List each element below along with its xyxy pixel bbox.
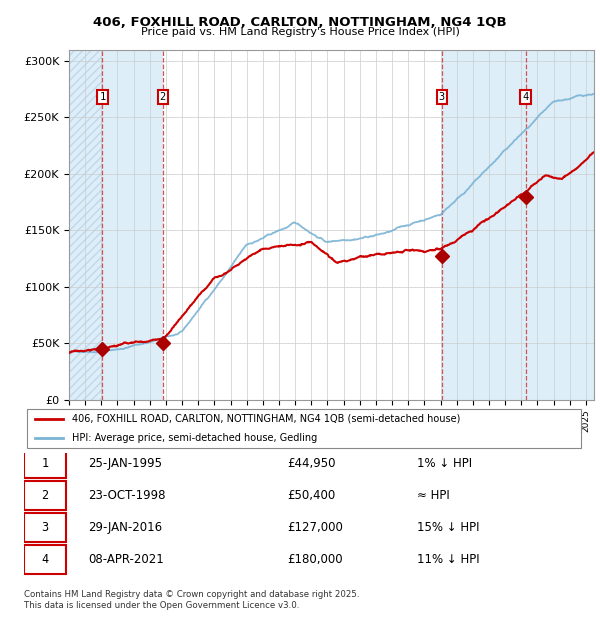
Text: 3: 3 — [439, 92, 445, 102]
Text: 1: 1 — [100, 92, 106, 102]
Text: 15% ↓ HPI: 15% ↓ HPI — [416, 521, 479, 534]
Text: 406, FOXHILL ROAD, CARLTON, NOTTINGHAM, NG4 1QB (semi-detached house): 406, FOXHILL ROAD, CARLTON, NOTTINGHAM, … — [71, 414, 460, 423]
Text: £44,950: £44,950 — [287, 457, 336, 470]
Text: 29-JAN-2016: 29-JAN-2016 — [89, 521, 163, 534]
FancyBboxPatch shape — [24, 513, 66, 542]
Bar — [103, 50, 163, 400]
Text: 2: 2 — [160, 92, 166, 102]
Text: 1% ↓ HPI: 1% ↓ HPI — [416, 457, 472, 470]
Bar — [69, 50, 103, 400]
Text: 406, FOXHILL ROAD, CARLTON, NOTTINGHAM, NG4 1QB: 406, FOXHILL ROAD, CARLTON, NOTTINGHAM, … — [93, 16, 507, 29]
Text: 08-APR-2021: 08-APR-2021 — [89, 553, 164, 565]
Text: 1: 1 — [41, 457, 49, 470]
Text: £50,400: £50,400 — [287, 489, 336, 502]
Text: Price paid vs. HM Land Registry's House Price Index (HPI): Price paid vs. HM Land Registry's House … — [140, 27, 460, 37]
Bar — [442, 50, 526, 400]
Text: 4: 4 — [523, 92, 529, 102]
FancyBboxPatch shape — [24, 544, 66, 574]
Text: 25-JAN-1995: 25-JAN-1995 — [89, 457, 163, 470]
Text: £127,000: £127,000 — [287, 521, 344, 534]
Text: ≈ HPI: ≈ HPI — [416, 489, 449, 502]
Text: 4: 4 — [41, 553, 49, 565]
Text: 11% ↓ HPI: 11% ↓ HPI — [416, 553, 479, 565]
FancyBboxPatch shape — [24, 449, 66, 478]
Text: 23-OCT-1998: 23-OCT-1998 — [89, 489, 166, 502]
FancyBboxPatch shape — [24, 480, 66, 510]
Bar — [526, 50, 594, 400]
Text: 3: 3 — [41, 521, 49, 534]
Text: HPI: Average price, semi-detached house, Gedling: HPI: Average price, semi-detached house,… — [71, 433, 317, 443]
Text: £180,000: £180,000 — [287, 553, 343, 565]
FancyBboxPatch shape — [27, 409, 581, 448]
Text: 2: 2 — [41, 489, 49, 502]
Text: Contains HM Land Registry data © Crown copyright and database right 2025.
This d: Contains HM Land Registry data © Crown c… — [24, 590, 359, 609]
